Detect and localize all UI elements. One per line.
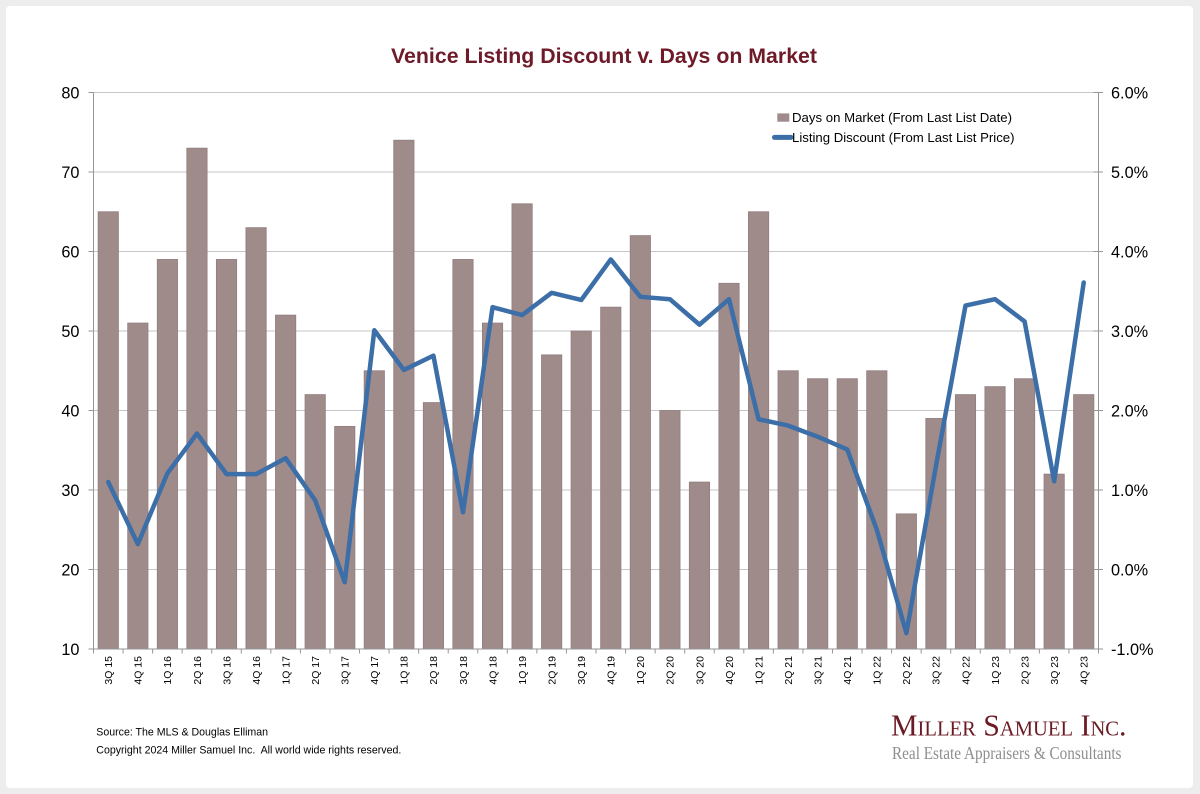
svg-text:2.0%: 2.0%: [1111, 402, 1148, 420]
svg-text:1Q 18: 1Q 18: [399, 656, 411, 685]
svg-text:2Q 20: 2Q 20: [665, 656, 677, 685]
svg-text:2Q 21: 2Q 21: [783, 656, 795, 685]
svg-text:4Q 16: 4Q 16: [251, 656, 263, 685]
svg-text:1Q 21: 1Q 21: [753, 656, 765, 685]
svg-text:Copyright 2024 Miller Samuel I: Copyright 2024 Miller Samuel Inc. All wo…: [96, 745, 401, 757]
svg-text:Days on Market (From Last List: Days on Market (From Last List Date): [792, 110, 1012, 125]
svg-text:Source: The MLS & Douglas Elli: Source: The MLS & Douglas Elliman: [96, 726, 268, 738]
svg-text:2Q 19: 2Q 19: [546, 656, 558, 685]
svg-text:3Q 22: 3Q 22: [931, 656, 943, 685]
svg-text:50: 50: [61, 323, 79, 341]
svg-text:3Q 19: 3Q 19: [576, 656, 588, 685]
svg-text:2Q 17: 2Q 17: [310, 656, 322, 685]
svg-text:3Q 23: 3Q 23: [1049, 656, 1061, 685]
svg-text:1Q 20: 1Q 20: [635, 656, 647, 685]
svg-text:4Q 23: 4Q 23: [1079, 656, 1091, 685]
svg-text:80: 80: [61, 84, 79, 102]
svg-text:Listing Discount (From Last Li: Listing Discount (From Last List Price): [792, 130, 1015, 145]
svg-text:4Q 20: 4Q 20: [724, 656, 736, 685]
svg-text:30: 30: [61, 482, 79, 500]
svg-text:10: 10: [61, 641, 79, 659]
svg-text:4.0%: 4.0%: [1111, 243, 1148, 261]
svg-text:3Q 15: 3Q 15: [103, 656, 115, 685]
svg-text:2Q 16: 2Q 16: [192, 656, 204, 685]
svg-text:1Q 16: 1Q 16: [162, 656, 174, 685]
svg-text:3Q 20: 3Q 20: [694, 656, 706, 685]
svg-text:3.0%: 3.0%: [1111, 323, 1148, 341]
svg-text:4Q 15: 4Q 15: [133, 656, 145, 685]
svg-text:1Q 22: 1Q 22: [872, 656, 884, 685]
svg-text:20: 20: [61, 561, 79, 579]
svg-text:1Q 17: 1Q 17: [280, 656, 292, 685]
svg-text:Real Estate Appraisers & Consu: Real Estate Appraisers & Consultants: [892, 743, 1122, 763]
svg-text:Venice Listing Discount v. Day: Venice Listing Discount v. Days on Marke…: [391, 44, 817, 68]
svg-text:-1.0%: -1.0%: [1111, 641, 1154, 659]
svg-text:2Q 22: 2Q 22: [901, 656, 913, 685]
svg-text:0.0%: 0.0%: [1111, 561, 1148, 579]
svg-text:3Q 16: 3Q 16: [221, 656, 233, 685]
svg-text:2Q 23: 2Q 23: [1019, 656, 1031, 685]
svg-text:4Q 19: 4Q 19: [606, 656, 618, 685]
svg-text:4Q 17: 4Q 17: [369, 656, 381, 685]
svg-text:4Q 22: 4Q 22: [960, 656, 972, 685]
svg-text:6.0%: 6.0%: [1111, 84, 1148, 102]
svg-text:1.0%: 1.0%: [1111, 482, 1148, 500]
svg-text:4Q 18: 4Q 18: [487, 656, 499, 685]
svg-text:1Q 23: 1Q 23: [990, 656, 1002, 685]
svg-text:3Q 17: 3Q 17: [340, 656, 352, 685]
svg-text:40: 40: [61, 402, 79, 420]
svg-text:1Q 19: 1Q 19: [517, 656, 529, 685]
svg-text:Miller Samuel Inc.: Miller Samuel Inc.: [891, 708, 1127, 742]
svg-text:4Q 21: 4Q 21: [842, 656, 854, 685]
svg-text:3Q 21: 3Q 21: [812, 656, 824, 685]
svg-text:5.0%: 5.0%: [1111, 164, 1148, 182]
svg-text:3Q 18: 3Q 18: [458, 656, 470, 685]
svg-text:60: 60: [61, 243, 79, 261]
svg-text:70: 70: [61, 164, 79, 182]
svg-text:2Q 18: 2Q 18: [428, 656, 440, 685]
